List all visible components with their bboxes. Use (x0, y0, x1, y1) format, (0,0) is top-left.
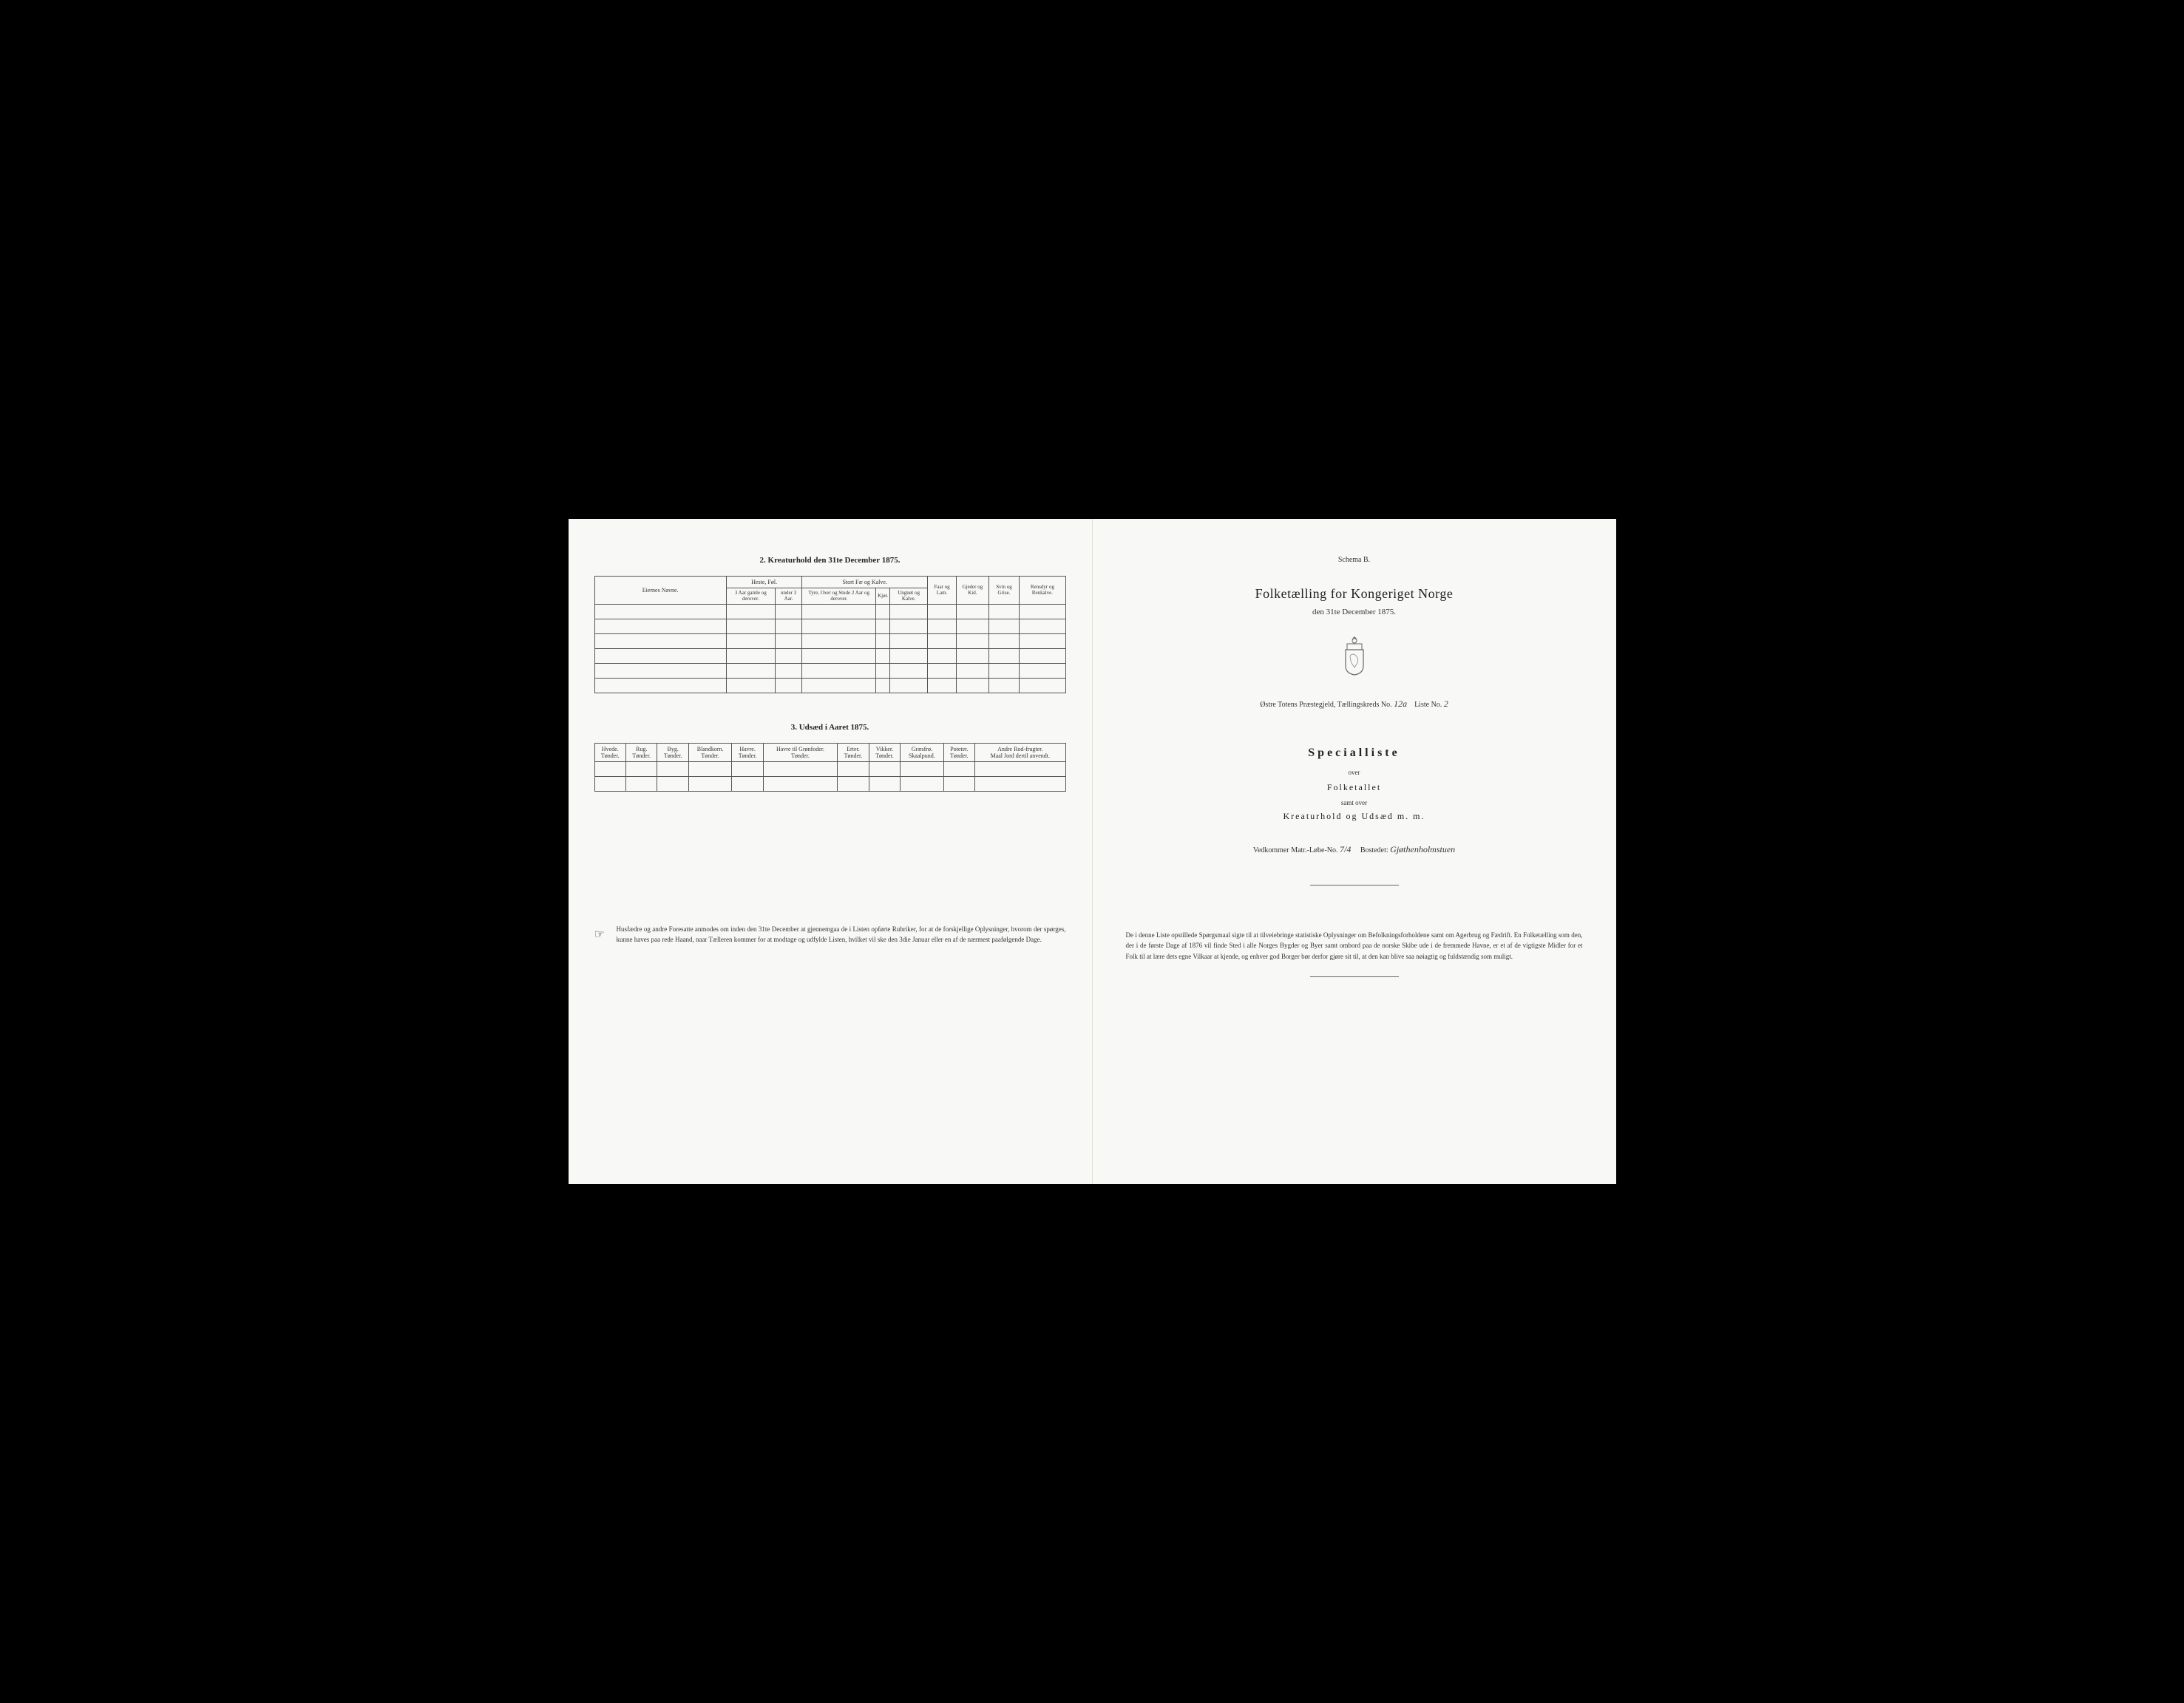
sub-date: den 31te December 1875. (1119, 608, 1590, 616)
horses-group: Heste, Føl. (726, 577, 802, 588)
col-h2: under 3 Aar. (775, 588, 802, 605)
col-vetches: Vikker.Tønder. (869, 744, 900, 762)
bostedet-value: Gjøthenholmstuen (1390, 844, 1455, 854)
table-cell (594, 634, 726, 649)
table-cell (594, 605, 726, 619)
kreaturhold-label: Kreaturhold og Udsæd m. m. (1119, 811, 1590, 822)
livestock-table: Eiernes Navne. Heste, Føl. Stort Fæ og K… (594, 576, 1066, 693)
col-roots: Andre Rod-frugter.Maal Jord dertil anven… (975, 744, 1065, 762)
col-oats-green: Havre til Grønfoder.Tønder. (763, 744, 837, 762)
table-cell (594, 679, 726, 693)
section-2-title: 2. Kreaturhold den 31te December 1875. (594, 556, 1066, 565)
col-h1: 3 Aar gamle og derover. (726, 588, 775, 605)
pointing-hand-icon: ☞ (594, 925, 617, 945)
folketallet-label: Folketallet (1119, 782, 1590, 793)
table-cell (594, 649, 726, 664)
right-page: Schema B. Folketælling for Kongeriget No… (1093, 519, 1616, 1184)
specialliste-title: Specialliste (1119, 747, 1590, 760)
col-peas: Erter.Tønder. (838, 744, 869, 762)
table-cell (594, 762, 625, 777)
col-goats: Gjeder og Kid. (957, 577, 988, 605)
owner-header: Eiernes Navne. (594, 577, 726, 605)
col-wheat: Hvede.Tønder. (594, 744, 625, 762)
footnote-text: Husfædre og andre Foresatte anmodes om i… (617, 925, 1066, 945)
bostedet-label: Bostedet: (1360, 846, 1388, 854)
table-cell (594, 777, 625, 792)
over-label-1: over (1119, 769, 1590, 776)
col-sheep: Faar og Lam. (927, 577, 956, 605)
liste-label: Liste No. (1414, 701, 1442, 709)
left-page: 2. Kreaturhold den 31te December 1875. E… (569, 519, 1093, 1184)
scan-frame: 2. Kreaturhold den 31te December 1875. E… (546, 497, 1638, 1206)
table-cell (594, 664, 726, 679)
col-h3: Tyre, Oxer og Stude 2 Aar og derover. (802, 588, 876, 605)
left-footnote: ☞ Husfædre og andre Foresatte anmodes om… (594, 925, 1066, 945)
liste-number: 2 (1444, 698, 1448, 709)
col-reindeer: Rensdyr og Renkalve. (1020, 577, 1065, 605)
col-h5: Ungnøt og Kalve. (890, 588, 928, 605)
sowing-table: Hvede.Tønder. Rug.Tønder. Byg.Tønder. Bl… (594, 743, 1066, 792)
vedk-label: Vedkommer Matr.-Løbe-No. (1253, 846, 1338, 854)
coat-of-arms-icon (1119, 635, 1590, 680)
col-grass-seed: Græsfrø.Skaalpund. (901, 744, 943, 762)
right-footnote: De i denne Liste opstillede Spørgsmaal s… (1119, 930, 1590, 962)
main-title: Folketælling for Kongeriget Norge (1119, 586, 1590, 602)
divider (1310, 885, 1399, 886)
vedkommer-line: Vedkommer Matr.-Løbe-No. 7/4 Bostedet: G… (1119, 844, 1590, 855)
col-mixed: Blandkorn.Tønder. (688, 744, 731, 762)
vedk-number: 7/4 (1340, 844, 1351, 854)
col-rye: Rug.Tønder. (625, 744, 657, 762)
table-cell (594, 619, 726, 634)
col-h4: Kjør. (876, 588, 890, 605)
divider (1310, 976, 1399, 977)
over-label-2: samt over (1119, 799, 1590, 806)
section-3-title: 3. Udsæd i Aaret 1875. (594, 723, 1066, 732)
schema-label: Schema B. (1119, 556, 1590, 564)
parish-prefix: Østre Totens Præstegjeld, Tællingskreds … (1260, 701, 1391, 709)
col-barley: Byg.Tønder. (657, 744, 688, 762)
cattle-group: Stort Fæ og Kalve. (802, 577, 928, 588)
page-spread: 2. Kreaturhold den 31te December 1875. E… (569, 519, 1616, 1184)
col-oats: Havre.Tønder. (732, 744, 763, 762)
parish-line: Østre Totens Præstegjeld, Tællingskreds … (1119, 698, 1590, 710)
kreds-number: 12a (1394, 698, 1407, 709)
col-potatoes: Poteter.Tønder. (943, 744, 974, 762)
col-pigs: Svin og Grise. (988, 577, 1020, 605)
